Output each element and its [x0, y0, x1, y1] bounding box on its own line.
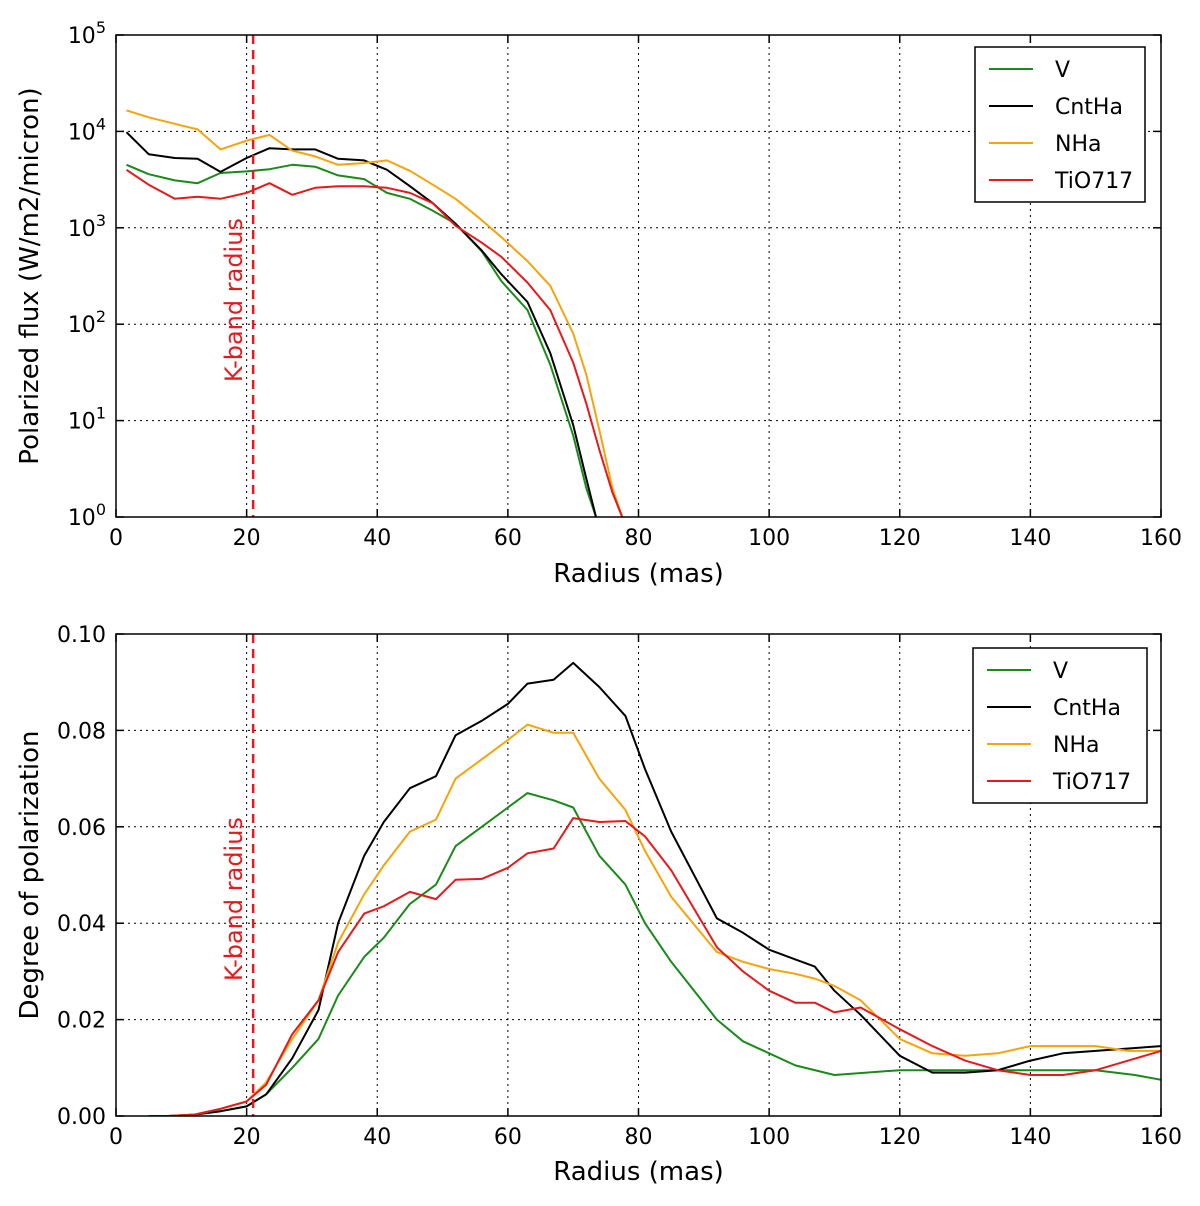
- series-line-v: [126, 163, 597, 517]
- x-tick-label: 120: [879, 1125, 921, 1150]
- legend-label-tio717: TiO717: [1054, 169, 1133, 194]
- x-tick-label: 20: [233, 1125, 261, 1150]
- x-tick-label: 160: [1140, 526, 1182, 551]
- y-tick-label: 0.06: [57, 816, 106, 841]
- legend-label-nha: NHa: [1055, 132, 1101, 157]
- x-tick-label: 160: [1140, 1125, 1182, 1150]
- legend-label-cntha: CntHa: [1055, 95, 1123, 120]
- y-tick-label: 104: [68, 114, 106, 145]
- y-tick-label: 0.00: [57, 1105, 106, 1130]
- x-axis-label: Radius (mas): [553, 559, 724, 589]
- series-line-cntha: [125, 131, 597, 517]
- x-tick-label: 100: [748, 1125, 790, 1150]
- legend-label-tio717: TiO717: [1052, 770, 1131, 795]
- legend-box: [972, 647, 1148, 804]
- legend: V CntHa NHa TiO717: [972, 647, 1148, 804]
- y-tick-label: 0.02: [57, 1009, 106, 1034]
- y-tick-label: 100: [68, 500, 106, 531]
- k-band-radius-label: K-band radius: [220, 218, 248, 382]
- series-line-nha: [126, 109, 624, 517]
- x-tick-label: 0: [109, 526, 123, 551]
- series-group: [125, 109, 624, 517]
- legend-box: [974, 46, 1146, 203]
- y-tick-label: 105: [68, 18, 106, 49]
- legend-label-v: V: [1053, 659, 1068, 684]
- x-axis-label: Radius (mas): [553, 1157, 724, 1187]
- legend: V CntHa NHa TiO717: [974, 46, 1146, 203]
- y-tick-label: 103: [68, 211, 106, 242]
- k-band-radius-label: K-band radius: [220, 817, 248, 981]
- series-line-tio717: [125, 168, 624, 517]
- legend-label-cntha: CntHa: [1053, 696, 1121, 721]
- series-group: [148, 661, 1161, 1116]
- x-tick-label: 140: [1009, 1125, 1051, 1150]
- x-tick-label: 60: [494, 1125, 522, 1150]
- y-axis-label: Degree of polarization: [15, 730, 45, 1019]
- legend-label-v: V: [1055, 58, 1070, 83]
- y-tick-label: 0.04: [57, 912, 106, 937]
- x-tick-label: 40: [363, 526, 391, 551]
- y-tick-label: 0.08: [57, 719, 106, 744]
- legend-label-nha: NHa: [1053, 733, 1099, 758]
- y-axis-label: Polarized flux (W/m2/micron): [15, 87, 45, 464]
- series-line-v: [148, 792, 1161, 1116]
- y-tick-label: 101: [68, 404, 106, 435]
- x-tick-label: 40: [363, 1125, 391, 1150]
- series-line-tio717: [148, 817, 1161, 1116]
- x-tick-label: 80: [625, 526, 653, 551]
- x-tick-label: 120: [879, 526, 921, 551]
- x-tick-label: 60: [494, 526, 522, 551]
- chart-degree-of-polarization: K-band radius 0 20 40 60 80 100 120 140 160 0.00 0.…: [15, 623, 1182, 1187]
- y-tick-label: 102: [68, 307, 106, 338]
- x-tick-label: 20: [233, 526, 261, 551]
- y-tick-label: 0.10: [57, 623, 106, 648]
- x-tick-label: 80: [625, 1125, 653, 1150]
- series-line-cntha: [148, 661, 1161, 1116]
- x-tick-label: 100: [748, 526, 790, 551]
- x-tick-label: 0: [109, 1125, 123, 1150]
- chart-polarized-flux: K-band radius 0 20 40 60 80 100 120 140 160 100 101…: [15, 18, 1182, 589]
- x-tick-label: 140: [1009, 526, 1051, 551]
